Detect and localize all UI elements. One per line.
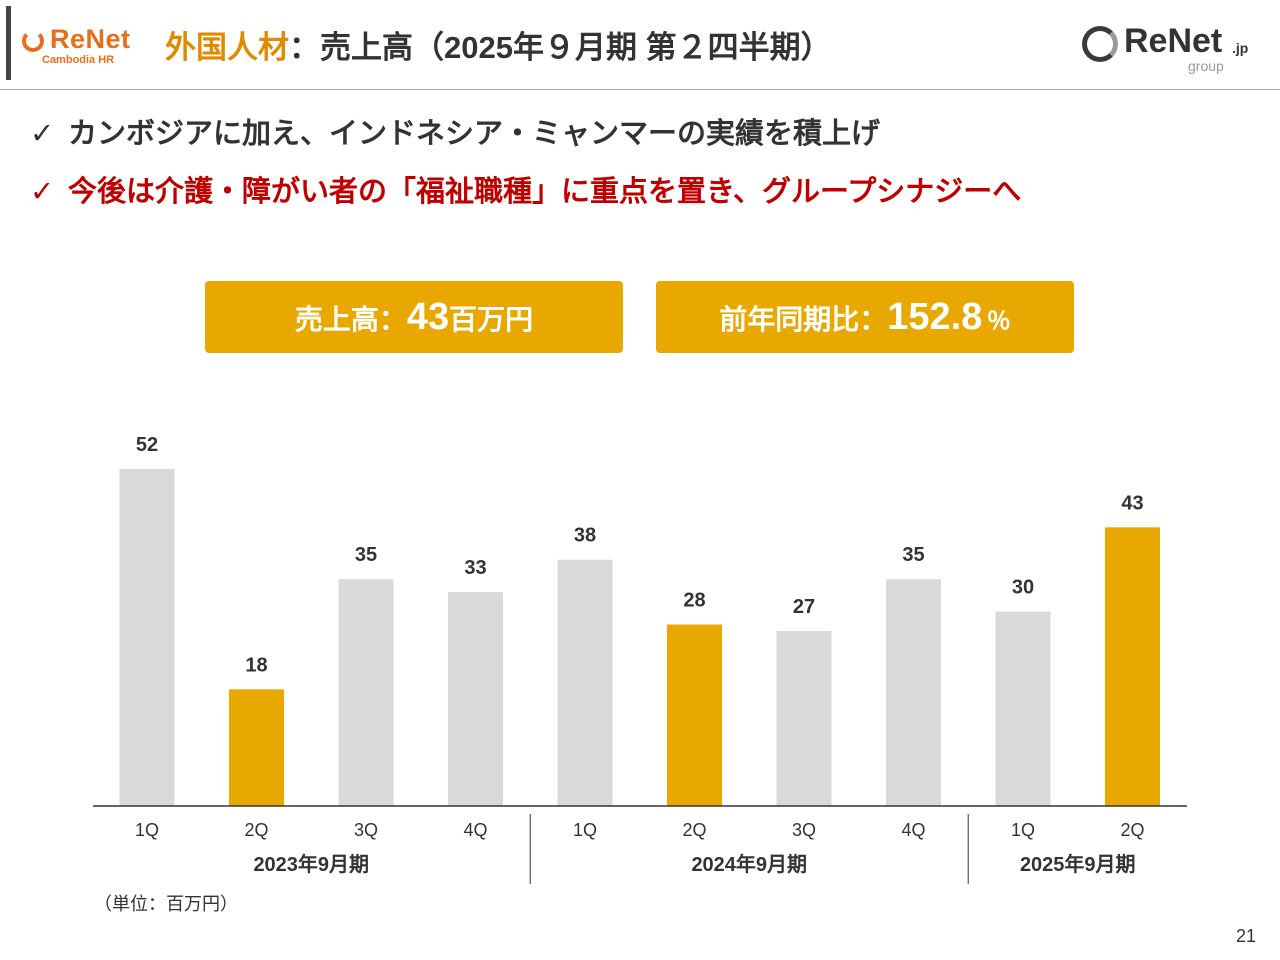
- bar-value-label: 27: [793, 596, 815, 618]
- x-tick-label: 3Q: [792, 820, 816, 840]
- x-tick-label: 4Q: [901, 820, 925, 840]
- bullet-text: 今後は介護・障がい者の「福祉職種」に重点を置き、グループシナジーへ: [68, 176, 1022, 208]
- title-rest: ：売上高（2025年９月期 第２四半期）: [289, 30, 832, 65]
- x-tick-label: 4Q: [463, 820, 487, 840]
- logo-left-sub: Cambodia HR: [42, 54, 115, 66]
- slide-header: ReNet Cambodia HR 外国人材：売上高（2025年９月期 第２四半…: [0, 0, 1280, 90]
- x-tick-label: 3Q: [354, 820, 378, 840]
- chart-bar: [338, 579, 394, 806]
- bar-value-label: 33: [464, 557, 486, 579]
- bar-value-label: 52: [136, 434, 158, 456]
- check-icon: ✓: [30, 176, 55, 208]
- x-tick-label: 1Q: [573, 820, 597, 840]
- kpi-yoy-unit: ％: [986, 308, 1011, 335]
- chart-bar: [886, 579, 941, 806]
- header-accent-bar: [6, 6, 11, 80]
- bar-value-label: 35: [902, 544, 924, 566]
- kpi-sales-value: 43: [406, 296, 450, 338]
- chart-bar: [776, 631, 832, 806]
- bar-value-label: 35: [355, 544, 377, 566]
- bar-value-label: 30: [1012, 577, 1034, 599]
- chart-bar: [119, 469, 175, 806]
- kpi-yoy-value: 152.8: [887, 296, 983, 338]
- bar-value-label: 43: [1121, 492, 1143, 514]
- page-number: 21: [1236, 926, 1257, 946]
- chart-bar: [448, 592, 503, 806]
- kpi-yoy-box: 前年同期比：152.8 ％: [656, 281, 1074, 353]
- renet-cambodia-logo: ReNet Cambodia HR: [22, 24, 142, 68]
- logo-right-sub: group: [1188, 58, 1224, 74]
- chart-bar: [229, 689, 284, 806]
- title-accent: 外国人材: [165, 30, 289, 65]
- x-tick-label: 1Q: [1011, 820, 1035, 840]
- x-tick-label: 2Q: [682, 820, 706, 840]
- fiscal-year-group-label: 2023年9月期: [253, 852, 369, 876]
- unit-note: （単位：百万円）: [94, 894, 238, 914]
- logo-right-tld: .jp: [1232, 40, 1249, 56]
- chart-bar: [557, 559, 613, 806]
- logo-right-name: ReNet: [1124, 22, 1223, 60]
- kpi-sales-label: 売上高：: [294, 304, 407, 335]
- bar-value-label: 28: [683, 590, 705, 612]
- kpi-sales-unit: 百万円: [449, 304, 534, 335]
- fiscal-year-group-label: 2024年9月期: [691, 852, 807, 876]
- chart-bar: [995, 611, 1051, 806]
- renet-group-ring-icon: [1082, 26, 1118, 62]
- bullet-item: ✓ カンボジアに加え、インドネシア・ミャンマーの実績を積上げ: [30, 110, 880, 152]
- page-title: 外国人材：売上高（2025年９月期 第２四半期）: [165, 22, 832, 67]
- kpi-yoy-label: 前年同期比：: [719, 304, 888, 335]
- fiscal-year-group-label: 2025年9月期: [1020, 852, 1136, 876]
- kpi-sales-box: 売上高：43百万円: [205, 281, 623, 353]
- renet-group-logo: ReNet .jp group: [1082, 22, 1262, 76]
- x-tick-label: 2Q: [1120, 820, 1144, 840]
- chart-bar: [1105, 527, 1160, 806]
- bar-value-label: 18: [245, 654, 267, 676]
- chart-bar: [667, 624, 722, 806]
- bar-value-label: 38: [574, 525, 596, 547]
- bullet-item-highlight: ✓ 今後は介護・障がい者の「福祉職種」に重点を置き、グループシナジーへ: [30, 168, 1021, 210]
- logo-left-name: ReNet: [50, 24, 131, 54]
- header-divider: [0, 89, 1280, 90]
- bullet-text: カンボジアに加え、インドネシア・ミャンマーの実績を積上げ: [68, 118, 881, 150]
- renet-ring-icon: [22, 30, 44, 52]
- check-icon: ✓: [30, 118, 55, 150]
- x-tick-label: 2Q: [244, 820, 268, 840]
- x-tick-label: 1Q: [135, 820, 159, 840]
